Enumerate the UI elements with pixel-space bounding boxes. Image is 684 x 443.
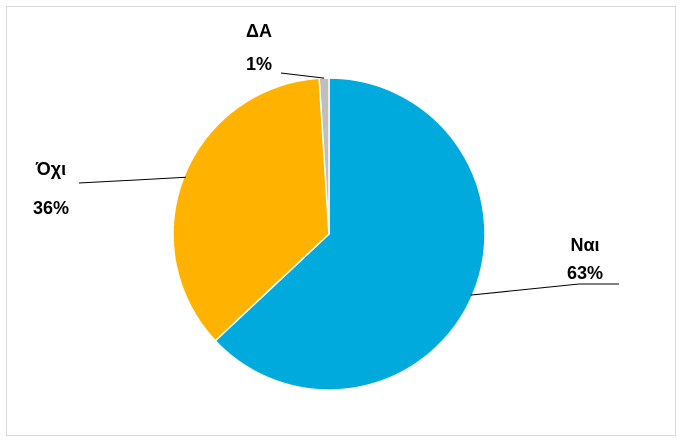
- slice-pct-da: 1%: [246, 54, 272, 74]
- pie-chart: Ναι 63% Όχι 36% ΔΑ 1%: [33, 21, 619, 391]
- slice-label-nai: Ναι: [570, 235, 599, 255]
- chart-area: Ναι 63% Όχι 36% ΔΑ 1%: [6, 6, 676, 436]
- slice-label-ochi: Όχι: [35, 159, 66, 179]
- leader-line-ochi: [78, 176, 186, 184]
- slice-pct-ochi: 36%: [33, 198, 69, 218]
- slice-nai: [214, 77, 486, 391]
- leader-line-nai: [470, 283, 619, 296]
- slice-da: [318, 77, 330, 235]
- slice-label-da: ΔΑ: [246, 21, 272, 41]
- leader-line-da: [280, 72, 325, 79]
- pie-slices: [172, 77, 486, 391]
- leader-lines: [78, 72, 619, 296]
- slice-ochi: [172, 77, 330, 342]
- slice-pct-nai: 63%: [567, 263, 603, 283]
